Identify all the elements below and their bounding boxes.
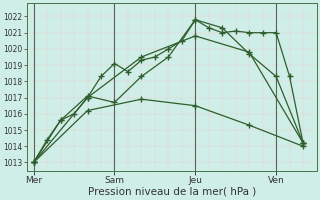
X-axis label: Pression niveau de la mer( hPa ): Pression niveau de la mer( hPa )	[88, 187, 256, 197]
